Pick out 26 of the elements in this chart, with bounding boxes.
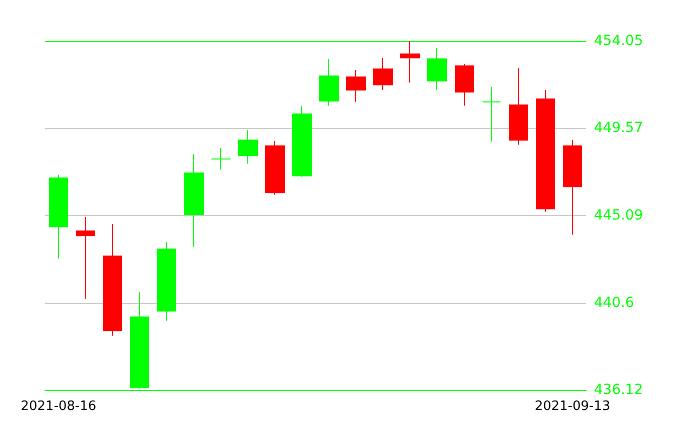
candlestick (455, 63, 474, 106)
candlestick (427, 48, 447, 91)
candlestick (509, 68, 528, 146)
candlestick (292, 106, 312, 178)
candlestick (76, 216, 95, 300)
x-tick-label: 2021-09-13 (534, 399, 610, 414)
x-tick-label: 2021-08-16 (20, 399, 96, 414)
y-tick-label: 445.09 (594, 207, 643, 224)
candlestick (482, 86, 501, 142)
candlestick (157, 242, 176, 322)
y-tick-label: 436.12 (594, 382, 643, 398)
candlestick (238, 129, 258, 164)
candlestick (103, 223, 122, 336)
y-tick-label: 454.05 (594, 33, 643, 49)
candlestick (373, 57, 393, 91)
candlestick (563, 140, 582, 236)
candlestick (536, 90, 555, 212)
y-tick-label: 449.57 (594, 120, 643, 136)
candlestick (265, 140, 285, 196)
candlestick (49, 174, 68, 260)
candlestick (400, 40, 420, 84)
candlestick (211, 148, 231, 170)
candlestick (319, 58, 339, 106)
y-tick-label: 440.6 (594, 294, 634, 311)
candlestick (346, 70, 366, 102)
candlestick (184, 154, 204, 248)
